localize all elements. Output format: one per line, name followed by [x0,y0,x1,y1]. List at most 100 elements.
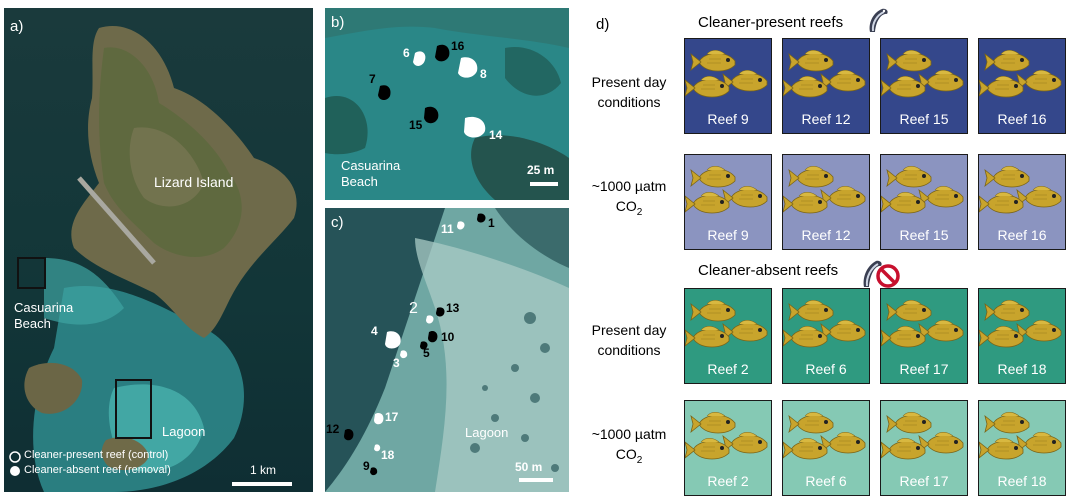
reef-tile-label: Reef 12 [801,227,851,243]
cleaner-absent-icon [863,260,900,288]
reef-label-11: 11 [441,222,454,236]
fish-group-icon [783,161,871,221]
reef-tile-label: Reef 16 [997,227,1047,243]
reef-label-3: 3 [393,356,400,370]
co2-text: CO [615,446,637,462]
panel-a-scale-label: 1 km [250,463,277,477]
reef-9-patch [370,467,378,476]
reef-tile: Reef 18 [978,288,1066,384]
reef-tile-label: Reef 2 [707,473,749,489]
fish-group-icon [979,407,1067,467]
reef-tile: Reef 12 [782,154,870,250]
row-label-co2-2-line2: CO2 [576,444,682,471]
reef-tile: Reef 12 [782,38,870,134]
row-label-present-1: Present day conditions [576,72,682,112]
reef-tile: Reef 17 [880,288,968,384]
reef-label-5: 5 [423,346,430,360]
panel-a-scale-bar [232,482,292,486]
reef-label-8: 8 [480,67,487,81]
reef-14-patch [464,116,486,138]
reef-8-patch [458,57,478,78]
reef-label-2: 2 [409,300,418,317]
fish-group-icon [881,407,969,467]
reef-tile: Reef 6 [782,400,870,496]
reef-10-patch [428,330,438,343]
fish-group-icon [881,161,969,221]
reef-tile-label: Reef 16 [997,111,1047,127]
reef-label-1: 1 [488,216,495,230]
reef-label-15: 15 [409,118,423,132]
panel-c-scale-label: 50 m [515,460,543,474]
airstrip [77,176,156,265]
reef-label-13: 13 [446,301,460,315]
reef-15-patch [424,106,439,124]
reef-tile: Reef 2 [684,400,772,496]
reef-label-4: 4 [371,324,378,338]
row-label-co2-2: ~1000 µatm CO2 [576,424,682,471]
row-label-present-1-line2: conditions [597,94,661,110]
reef-13-patch [436,307,445,317]
co2-text: CO [615,198,637,214]
legend-removal-label: Cleaner-absent reef (removal) [24,464,171,476]
reef-label-14: 14 [489,128,503,142]
reef-7-patch [378,85,391,101]
panel-b-letter: b) [331,14,345,31]
reef-tile-label: Reef 18 [997,361,1047,377]
row-label-co2-1-line2: CO2 [576,196,682,223]
panel-b: b) 6 16 8 7 15 14 Casuarina Beach 25 m [325,8,569,200]
reef-label-18: 18 [381,448,395,462]
reef-5-patch [420,341,428,350]
fish-group-icon [783,295,871,355]
reef-2-patch [426,315,434,324]
header-cleaner-present: Cleaner-present reefs [698,14,844,31]
fish-group-icon [881,295,969,355]
row-label-present-2: Present day conditions [576,320,682,360]
reef-label-6: 6 [403,46,410,60]
reef-tile-label: Reef 18 [997,473,1047,489]
reef-tile: Reef 16 [978,38,1066,134]
reef-11-patch [457,221,465,230]
reef-label-9: 9 [363,459,370,473]
co2-subscript: 2 [636,454,643,466]
panel-c: c) 11 1 2 13 4 10 5 3 17 12 18 9 Lagoon … [325,208,569,492]
reef-label-7: 7 [369,72,376,86]
reef-16-patch [435,44,450,62]
fish-group-icon [979,295,1067,355]
reef-tile-label: Reef 6 [805,473,847,489]
row-label-present-2-line2: conditions [597,342,661,358]
reef-4-patch [385,331,401,349]
row-label-co2-2-line1: ~1000 µatm [591,426,667,442]
panel-b-scale-bar [530,182,558,186]
panel-a: a) Lizard Island Casuarina Beach Lagoon … [4,8,313,492]
header-cleaner-absent: Cleaner-absent reefs [698,262,839,279]
co2-subscript: 2 [636,206,643,218]
panel-b-beach-label-1: Casuarina [341,158,401,173]
panel-a-beach-label-1: Casuarina [14,300,74,315]
reef-tile: Reef 9 [684,154,772,250]
reef-tile-label: Reef 12 [801,111,851,127]
reef-3-patch [400,350,408,359]
casuarina-survey-box [17,257,46,289]
reef-tile-label: Reef 15 [899,111,949,127]
fish-group-icon [685,161,773,221]
reef-tile: Reef 2 [684,288,772,384]
reef-label-16: 16 [451,39,465,53]
panel-d-letter: d) [596,16,610,33]
row-label-co2-1-line1: ~1000 µatm [591,178,667,194]
reef-tile-label: Reef 2 [707,361,749,377]
fish-group-icon [979,161,1067,221]
cleaner-wrasse-icon [869,8,888,32]
panel-c-lagoon-label: Lagoon [465,425,509,440]
panel-b-scale-label: 25 m [527,163,555,177]
lagoon-survey-box [115,379,152,439]
panel-b-beach-label-2: Beach [341,174,378,189]
reef-label-12: 12 [326,422,340,436]
reef-12-patch [344,428,354,441]
fish-group-icon [783,407,871,467]
reef-tile-label: Reef 9 [707,111,749,127]
panel-c-letter: c) [331,214,344,231]
reef-label-10: 10 [441,330,455,344]
legend-control-label: Cleaner-present reef (control) [24,449,169,461]
fish-group-icon [685,295,773,355]
